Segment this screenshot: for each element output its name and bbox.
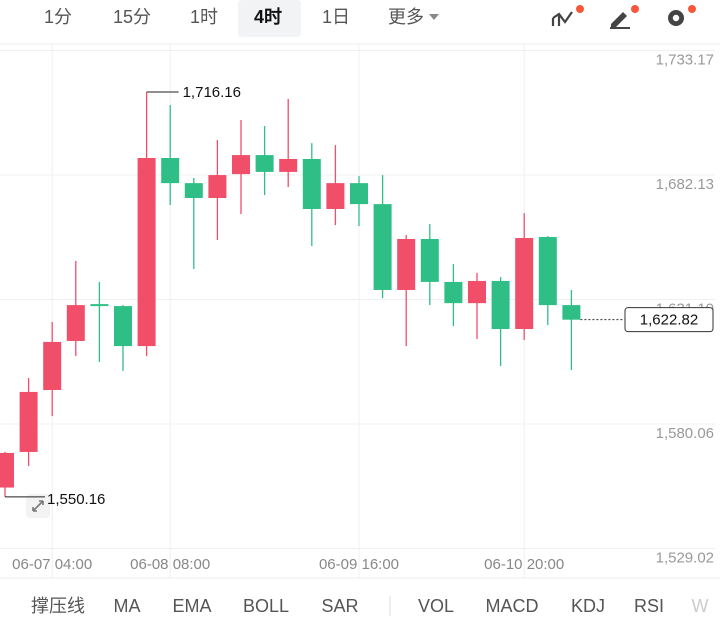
candle-body [19,391,38,452]
settings-icon[interactable] [668,5,696,26]
y-tick-label: 1,733.17 [656,51,714,68]
candle-body [90,304,109,307]
dropdown-caret [429,14,439,20]
x-tick-label: 06-09 16:00 [319,556,399,573]
candle-body [279,158,298,172]
candle-body [302,158,321,209]
y-tick-label: 1,529.02 [656,549,714,566]
expand-icon[interactable] [26,494,50,518]
candle-body [326,183,345,209]
candle-body [255,155,274,172]
indicator-icon[interactable] [551,5,584,26]
indicator-tab[interactable]: BOLL [243,596,289,616]
candle-body [43,341,62,390]
x-tick-label: 06-07 04:00 [12,556,92,573]
y-tick-label: 1,682.13 [656,176,714,193]
timeframe-tab[interactable]: 4时 [254,7,282,27]
candle-body [515,238,534,330]
indicator-tab[interactable]: SAR [321,596,358,616]
candle-body [0,452,14,488]
candle-body [420,238,439,282]
timeframe-tab[interactable]: 1日 [322,7,350,27]
draw-icon[interactable] [610,5,639,29]
candle-body [232,155,250,175]
y-tick-label: 1,580.06 [656,425,714,442]
indicator-tab[interactable]: 撑压线 [31,596,85,616]
last-price-label: 1,622.82 [640,312,698,329]
indicator-tab[interactable]: MACD [486,596,539,616]
x-tick-label: 06-08 08:00 [130,556,210,573]
timeframe-tab[interactable]: 1分 [44,7,72,27]
indicator-tab[interactable]: MA [114,596,141,616]
last-price-box [624,307,714,333]
candle-body [137,158,156,347]
candle-body [562,305,581,320]
candle-body [491,280,510,330]
timeframe-tab[interactable]: 15分 [113,7,151,27]
indicator-tab[interactable]: W [692,596,709,616]
active-tab-bg [238,0,301,37]
candle-body [468,280,486,304]
indicator-tab[interactable]: VOL [418,596,454,616]
timeframe-tab[interactable]: 更多 [388,7,424,27]
candle-body [444,281,463,304]
indicator-tab[interactable]: RSI [634,596,664,616]
candle-body [350,183,368,205]
x-tick-label: 06-10 20:00 [484,556,564,573]
timeframe-tab[interactable]: 1时 [190,7,218,27]
candle-body [208,175,227,199]
min-label: 1,550.16 [47,491,105,508]
max-label: 1,716.16 [183,84,241,101]
candle-body [397,238,416,290]
indicator-tab[interactable]: EMA [172,596,211,616]
candle-body [538,237,557,306]
candle-body [184,183,203,199]
indicator-tab[interactable]: KDJ [571,596,605,616]
candle-body [161,158,180,184]
candle-body [66,305,85,341]
candle-body [114,306,132,347]
candle-body [373,204,392,290]
